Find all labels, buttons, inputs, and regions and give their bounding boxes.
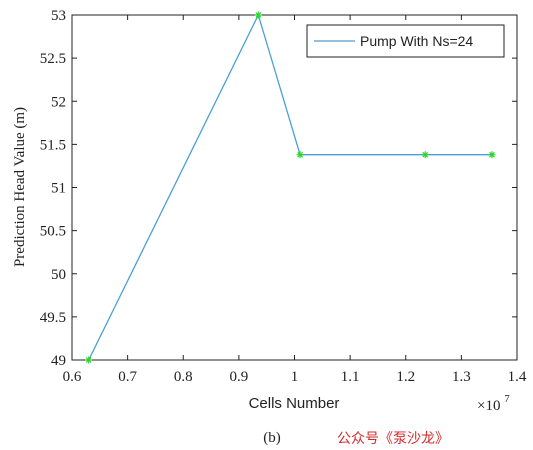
- marker-stroke: [422, 151, 429, 158]
- x-multiplier-base: ×10: [477, 398, 500, 414]
- x-tick-label: 1.2: [396, 369, 415, 385]
- x-tick-label: 0.8: [174, 369, 193, 385]
- y-tick-label: 51.5: [40, 137, 66, 153]
- data-point-marker: [296, 151, 304, 159]
- legend-label: Pump With Ns=24: [360, 33, 473, 49]
- x-axis-label: Cells Number: [249, 395, 340, 412]
- x-tick-label: 1.1: [341, 369, 360, 385]
- data-point-marker: [254, 11, 262, 19]
- x-tick-label: 1.3: [452, 369, 471, 385]
- y-tick-label: 50.5: [40, 224, 66, 240]
- y-tick-label: 49.5: [40, 310, 66, 326]
- x-tick-label: 0.6: [63, 369, 82, 385]
- marker-stroke: [489, 151, 495, 158]
- y-tick-label: 52.5: [40, 51, 66, 67]
- marker-stroke: [85, 357, 92, 363]
- x-tick-label: 1.4: [508, 369, 527, 385]
- x-tick-label: 0.7: [118, 369, 137, 385]
- data-point-marker: [488, 151, 496, 159]
- y-axis-ticks: 49 49.5 50 50.5 51 51.5 52 52.5 53: [40, 8, 517, 369]
- marker-stroke: [255, 12, 262, 18]
- legend: Pump With Ns=24: [306, 24, 505, 58]
- watermark: 公众号《泵沙龙》: [337, 431, 449, 447]
- marker-stroke: [297, 151, 303, 158]
- x-tick-label: 0.9: [230, 369, 249, 385]
- y-axis-label: Prediction Head Value (m): [12, 107, 28, 267]
- y-tick-label: 53: [51, 8, 66, 24]
- x-axis-multiplier: ×10 7: [477, 393, 510, 414]
- y-tick-label: 51: [51, 181, 66, 197]
- y-tick-label: 52: [51, 94, 66, 110]
- y-tick-label: 49: [51, 353, 66, 369]
- x-tick-label: 1: [291, 369, 299, 385]
- y-tick-label: 50: [51, 267, 66, 283]
- x-multiplier-exponent: 7: [504, 393, 510, 405]
- data-point-marker: [421, 151, 429, 159]
- figure-caption: (b): [263, 430, 281, 446]
- series-layer: [85, 11, 496, 364]
- data-point-marker: [85, 356, 93, 364]
- x-axis-ticks: 0.6 0.7 0.8 0.9 1 1.1 1.2 1.3 1.4: [63, 15, 527, 385]
- plot-area: [71, 14, 518, 361]
